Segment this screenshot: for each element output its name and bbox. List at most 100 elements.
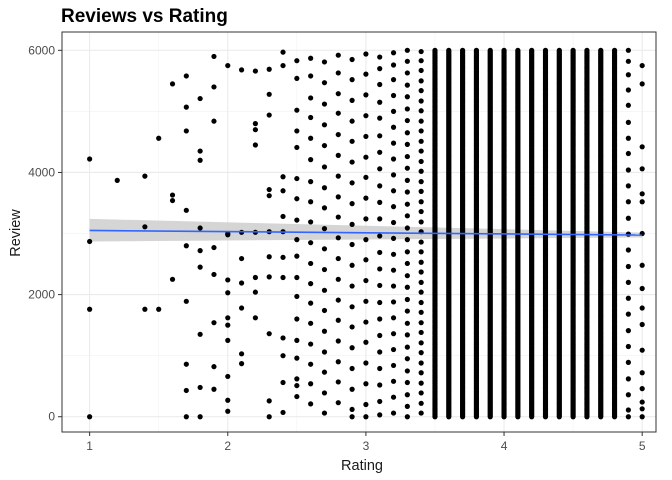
- data-point: [377, 266, 383, 272]
- data-point: [418, 249, 424, 255]
- data-point: [625, 215, 631, 221]
- data-point: [335, 52, 341, 58]
- data-point: [197, 225, 203, 231]
- data-point: [404, 260, 410, 267]
- data-point: [114, 177, 120, 183]
- data-point: [377, 332, 383, 339]
- data-point: [460, 47, 466, 53]
- data-point: [625, 279, 631, 285]
- x-tick-label: 4: [501, 439, 508, 453]
- data-point: [418, 309, 424, 315]
- data-point: [308, 179, 314, 185]
- data-point: [363, 133, 369, 140]
- data-point: [404, 344, 410, 350]
- data-point: [377, 398, 383, 405]
- data-point: [280, 213, 286, 220]
- data-point: [335, 152, 341, 158]
- data-point: [363, 414, 369, 420]
- data-point: [87, 156, 93, 162]
- data-point: [308, 199, 314, 205]
- data-point: [142, 224, 148, 230]
- data-point: [349, 345, 355, 351]
- data-point: [639, 370, 645, 376]
- data-point: [390, 172, 397, 178]
- data-point: [280, 274, 286, 281]
- data-point: [197, 414, 203, 420]
- data-point: [363, 92, 369, 98]
- data-point: [321, 287, 328, 293]
- data-point: [404, 332, 410, 338]
- data-point: [639, 399, 645, 405]
- data-point: [294, 128, 300, 134]
- data-point: [639, 386, 645, 392]
- data-point: [418, 299, 424, 306]
- data-point: [335, 235, 341, 241]
- data-point: [294, 107, 300, 113]
- data-point: [211, 320, 217, 326]
- data-point: [308, 240, 314, 246]
- data-point: [377, 233, 383, 239]
- data-point: [349, 304, 355, 310]
- data-point: [87, 306, 93, 312]
- data-point: [280, 49, 286, 55]
- data-point: [321, 349, 328, 355]
- data-point: [377, 149, 383, 155]
- data-point: [570, 47, 576, 53]
- data-point: [625, 343, 631, 350]
- data-point: [335, 173, 341, 179]
- data-point: [418, 219, 424, 225]
- data-point: [390, 219, 397, 226]
- data-point: [183, 298, 189, 304]
- data-point: [390, 62, 397, 68]
- data-point: [625, 376, 631, 382]
- data-point: [390, 410, 397, 416]
- data-point: [625, 87, 631, 93]
- data-point: [418, 48, 424, 55]
- data-point: [625, 295, 631, 301]
- data-point: [225, 408, 231, 414]
- data-point: [266, 66, 272, 72]
- data-point: [363, 51, 369, 57]
- data-point: [197, 148, 203, 154]
- data-point: [390, 235, 397, 242]
- data-point: [418, 78, 424, 84]
- data-point: [321, 390, 328, 396]
- data-point: [321, 185, 328, 191]
- data-point: [294, 382, 300, 389]
- data-point: [377, 282, 383, 289]
- data-point: [225, 277, 231, 283]
- data-point: [335, 338, 341, 344]
- data-point: [625, 392, 631, 398]
- data-point: [625, 199, 631, 205]
- data-point: [377, 316, 383, 322]
- data-point: [294, 355, 300, 361]
- data-point: [335, 131, 341, 138]
- data-point: [515, 47, 521, 53]
- data-point: [321, 142, 328, 149]
- data-point: [266, 186, 272, 193]
- data-point: [266, 398, 272, 404]
- data-point: [142, 306, 148, 312]
- data-point: [639, 347, 645, 353]
- data-point: [308, 401, 314, 407]
- data-point: [446, 47, 452, 53]
- data-point: [639, 144, 645, 150]
- data-point: [625, 135, 631, 141]
- data-point: [294, 274, 300, 281]
- data-point: [625, 47, 631, 53]
- data-point: [349, 241, 355, 248]
- data-point: [349, 365, 355, 372]
- data-point: [349, 56, 355, 63]
- data-point: [308, 55, 314, 61]
- data-point: [349, 180, 355, 186]
- data-point: [321, 410, 328, 416]
- data-point: [225, 322, 231, 328]
- data-point: [197, 384, 203, 391]
- data-point: [280, 353, 286, 359]
- data-point: [294, 316, 300, 322]
- data-point: [308, 260, 314, 267]
- data-point: [639, 62, 645, 69]
- data-point: [625, 263, 631, 270]
- data-point: [183, 243, 189, 249]
- data-point: [169, 192, 176, 198]
